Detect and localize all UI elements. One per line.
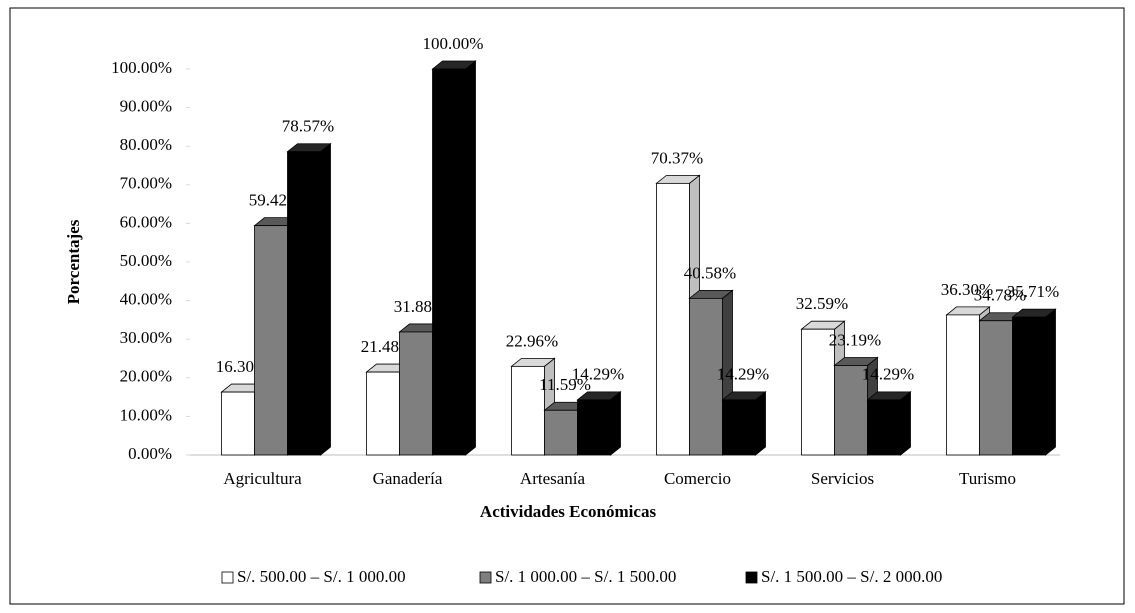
bar [946,314,980,456]
bar [867,399,901,456]
bar [689,297,723,456]
y-axis-title: Porcentajes [64,219,83,304]
bar-side [1045,308,1056,456]
bar-side [755,391,766,456]
data-label: 70.37% [651,148,703,167]
x-tick-label: Artesanía [520,469,586,488]
bar [287,151,321,456]
x-tick-label: Ganadería [373,469,443,488]
x-tick-label: Servicios [811,469,874,488]
bar-side [320,142,331,456]
y-tick-label: 80.00% [120,135,172,154]
data-label: 100.00% [423,34,484,53]
data-label: 35.71% [1007,282,1059,301]
y-tick-label: 100.00% [111,58,172,77]
bar [399,331,433,456]
x-axis-title: Actividades Económicas [480,502,657,521]
data-label: 23.19% [829,330,881,349]
x-tick-label: Comercio [664,469,731,488]
legend-label: S/. 1 500.00 – S/. 2 000.00 [761,567,942,586]
bar [577,399,611,456]
bar-side [900,391,911,456]
bar [1012,316,1046,456]
bar-side [610,391,621,456]
legend-swatch [479,571,492,584]
y-tick-label: 10.00% [120,405,172,424]
y-tick-label: 90.00% [120,97,172,116]
bar-side [465,60,476,456]
y-tick-label: 30.00% [120,328,172,347]
bar [221,391,255,456]
y-tick-label: 0.00% [128,444,172,463]
data-label: 14.29% [572,365,624,384]
legend-swatch [745,571,758,584]
bar [979,320,1013,456]
y-tick-label: 50.00% [120,251,172,270]
y-tick-label: 60.00% [120,212,172,231]
bar [366,371,400,456]
bar [834,365,868,456]
bar [656,182,690,456]
y-tick-label: 40.00% [120,290,172,309]
data-label: 14.29% [862,365,914,384]
data-label: 14.29% [717,365,769,384]
data-label: 36.30% [941,280,993,299]
data-label: 32.59% [796,294,848,313]
data-label: 11.59% [539,375,591,394]
data-label: 78.57% [282,117,334,136]
data-label: 34.78% [974,286,1026,305]
x-tick-label: Agricultura [223,469,302,488]
legend-swatch [221,571,234,584]
bar [432,68,466,456]
chart-border [9,7,1125,605]
legend-label: S/. 500.00 – S/. 1 000.00 [237,567,406,586]
bar [544,409,578,456]
x-tick-label: Turismo [959,469,1016,488]
y-tick-label: 70.00% [120,174,172,193]
data-label: 40.58% [684,263,736,282]
bar [722,399,756,456]
bar [511,365,545,456]
data-label: 22.96% [506,331,558,350]
y-tick-label: 20.00% [120,367,172,386]
legend-label: S/. 1 000.00 – S/. 1 500.00 [495,567,676,586]
bar [254,225,288,456]
